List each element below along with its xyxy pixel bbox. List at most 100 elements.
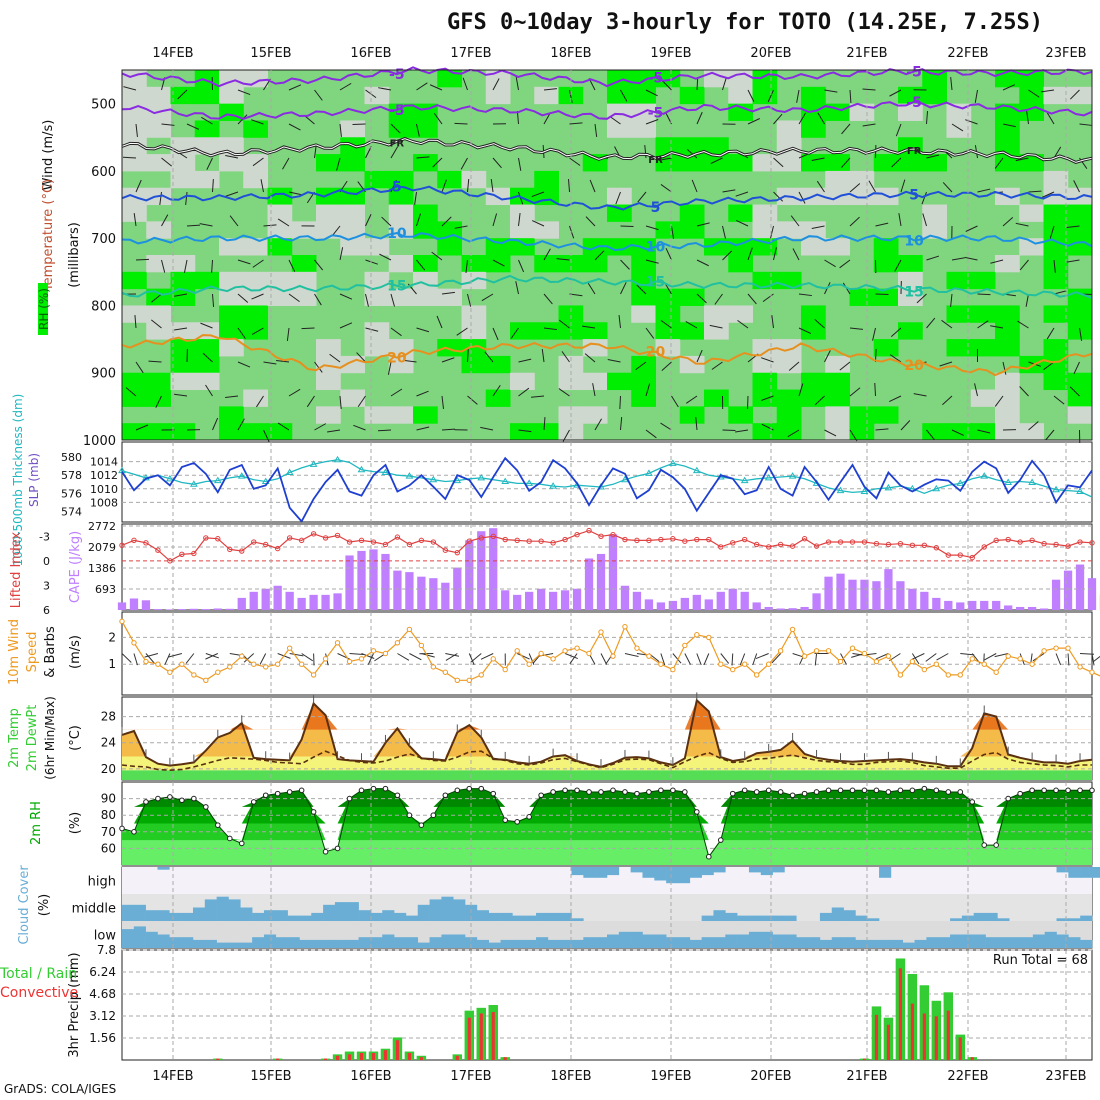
li-point (753, 541, 760, 548)
cloud-bar (819, 912, 833, 921)
cloud-bar (311, 912, 324, 921)
wind-barb-10m (445, 653, 460, 657)
li-point (406, 541, 413, 548)
wind-barb-10m (771, 653, 782, 664)
rh2m-point (526, 814, 532, 820)
rh-cell (704, 70, 729, 88)
wind-barb (660, 184, 672, 193)
rh-cell (1019, 355, 1044, 374)
rh-cell (1043, 339, 1069, 357)
rh-cell (631, 86, 656, 105)
wind-barb (174, 293, 188, 297)
wind-barb (587, 282, 596, 295)
cloud-bar (122, 904, 135, 921)
wind-barb (922, 213, 927, 227)
li-tick-label: 0 (43, 555, 50, 568)
wind-barb (543, 416, 546, 431)
cape-bar (297, 597, 306, 610)
wind-barb (977, 188, 991, 193)
wind-barb (645, 259, 659, 264)
isotherm-line (121, 334, 1093, 377)
wind-barb (714, 293, 723, 305)
rh-cell (243, 271, 268, 290)
rh-cell (558, 423, 584, 441)
wind-speed-point (873, 658, 880, 665)
cape-tick-label: 2772 (88, 520, 116, 533)
rh2m-point (622, 789, 628, 795)
cloud-bar (938, 937, 951, 948)
cloud-bar (1021, 937, 1034, 948)
rh-cell (122, 103, 147, 121)
wind-barb-10m (739, 653, 746, 666)
rh-cell (704, 389, 729, 407)
isotherm-label: -5 (906, 95, 922, 111)
wind-barb-10m (984, 653, 997, 661)
rh-cell (122, 86, 147, 105)
li-point (310, 531, 317, 537)
rh-cell (801, 103, 826, 121)
cape-bar (261, 588, 270, 610)
wind-barb (1066, 259, 1080, 263)
wind-speed-point (897, 672, 904, 678)
wind-speed-point (526, 661, 532, 667)
wind-speed-point (562, 648, 568, 654)
wind-barb (225, 191, 239, 197)
thickness-point (309, 460, 318, 467)
wind-barb (620, 225, 634, 228)
li-point (789, 543, 796, 549)
rh-cell (388, 339, 414, 357)
cloud-bar (867, 939, 880, 948)
cloud-bar (607, 867, 620, 876)
cloud-bar (429, 937, 442, 948)
rh-cell (510, 322, 535, 340)
rh-cell (752, 154, 778, 172)
wind-barb (148, 360, 162, 363)
rh-cell (243, 154, 268, 172)
wind-barb (1046, 112, 1055, 125)
thickness-point (166, 474, 174, 482)
rh-cell (534, 86, 559, 105)
wind-speed-point (406, 626, 413, 633)
wind-barb (585, 216, 596, 227)
isotherm-label: 5 (651, 200, 661, 216)
wind-barb (252, 157, 264, 167)
wind-barb (515, 77, 519, 91)
rh-cell (194, 271, 220, 290)
rh-cell (631, 120, 656, 138)
pressure-tick-label: 800 (91, 299, 116, 314)
wind-barb-10m (960, 653, 975, 656)
rh2m-point (262, 792, 269, 799)
cloud-bar (323, 939, 336, 948)
wind-barb (339, 293, 353, 300)
rh-cell (267, 187, 293, 206)
wind-barb (814, 319, 825, 329)
thickness-point (645, 469, 653, 476)
precip-conv-bar (910, 1003, 914, 1060)
cloud-bar (122, 929, 135, 948)
temp-warm-area (122, 700, 1092, 757)
rh-cell (946, 423, 972, 441)
wind-barb (277, 218, 290, 227)
cloud-bar (784, 934, 797, 948)
li-point (382, 541, 389, 548)
rh-cell (728, 103, 753, 121)
date-label-top: 17FEB (450, 46, 491, 61)
cloud-bar (997, 937, 1010, 948)
rh2m-point (1053, 787, 1059, 794)
wind-barb (619, 395, 621, 410)
wind-barb (492, 384, 501, 397)
rh2m-point (789, 792, 796, 799)
rh-cell (243, 120, 268, 138)
li-point (718, 544, 724, 550)
wind-barb (558, 388, 570, 397)
rh-cell (655, 154, 681, 172)
wind-speed-point (813, 648, 820, 654)
wind-barb (685, 321, 698, 329)
wind-speed-point (969, 656, 975, 662)
wind-barb (416, 213, 421, 227)
rh2m-point (921, 785, 928, 792)
wind-barb (288, 293, 300, 303)
cape-bar (836, 573, 845, 610)
isotherm-label: 10 (646, 240, 666, 256)
li-point (418, 537, 425, 544)
